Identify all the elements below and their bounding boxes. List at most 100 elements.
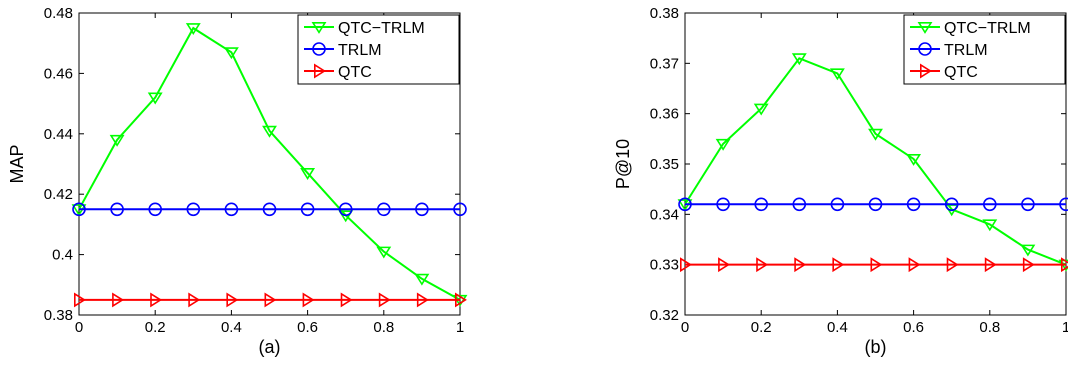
legend-marker bbox=[312, 42, 326, 56]
x-tick-label: 0 bbox=[75, 319, 83, 336]
data-point bbox=[112, 292, 125, 308]
y-tick-label: 0.38 bbox=[650, 5, 679, 22]
legend-marker bbox=[311, 21, 327, 34]
legend-marker bbox=[918, 42, 932, 56]
data-point bbox=[224, 202, 239, 217]
x-tick-label: 0.6 bbox=[903, 319, 924, 336]
legend-marker bbox=[313, 63, 326, 79]
y-tick-label: 0.46 bbox=[44, 65, 73, 82]
data-point bbox=[300, 202, 315, 217]
data-point bbox=[792, 197, 807, 212]
data-point bbox=[906, 153, 922, 166]
x-tick-label: 0.8 bbox=[979, 319, 1000, 336]
y-tick-label: 0.36 bbox=[650, 106, 679, 123]
x-tick-label: 0.4 bbox=[221, 319, 242, 336]
data-point bbox=[906, 197, 921, 212]
data-point bbox=[716, 197, 730, 212]
data-point bbox=[186, 202, 201, 217]
x-tick-label: 0.6 bbox=[297, 319, 318, 336]
data-point bbox=[185, 23, 201, 36]
data-point bbox=[753, 103, 769, 116]
data-point bbox=[1022, 257, 1035, 273]
chart-b: 0 0.2 0.4 0.6 0.8 1 0.32 0.33 0.34 0.35 0.36 0.37 0.… bbox=[613, 5, 1068, 357]
data-point bbox=[982, 197, 997, 212]
y-tick-label: 0.32 bbox=[650, 307, 679, 324]
data-point bbox=[832, 257, 845, 273]
legend: QTC−TRLM TRLM QTC bbox=[297, 14, 460, 85]
data-point bbox=[754, 197, 769, 212]
data-point bbox=[414, 273, 430, 286]
data-point bbox=[679, 257, 692, 273]
data-point bbox=[868, 197, 883, 212]
x-tick-label: 0.2 bbox=[145, 319, 166, 336]
data-point bbox=[944, 197, 959, 212]
data-point bbox=[1061, 257, 1068, 273]
data-point bbox=[415, 202, 429, 217]
chart-caption: (b) bbox=[865, 337, 887, 357]
x-tick-label: 0 bbox=[681, 319, 689, 336]
data-point bbox=[338, 210, 354, 223]
data-point bbox=[868, 128, 883, 141]
legend-label: TRLM bbox=[338, 42, 382, 59]
x-tick-label: 1 bbox=[1062, 319, 1068, 336]
data-point bbox=[147, 92, 163, 105]
y-tick-label: 0.48 bbox=[44, 5, 73, 22]
data-point bbox=[1059, 197, 1068, 212]
legend-label: TRLM bbox=[944, 42, 988, 59]
y-tick-label: 0.38 bbox=[44, 307, 73, 324]
data-point bbox=[829, 68, 845, 81]
x-tick-label: 0.4 bbox=[827, 319, 848, 336]
data-point bbox=[791, 53, 807, 66]
data-point bbox=[262, 125, 277, 138]
data-point bbox=[338, 202, 353, 217]
y-tick-label: 0.4 bbox=[52, 247, 73, 264]
data-point bbox=[454, 292, 467, 308]
data-point bbox=[830, 197, 845, 212]
legend-marker bbox=[917, 21, 933, 34]
data-point bbox=[718, 257, 731, 273]
data-point bbox=[300, 168, 316, 180]
y-tick-label: 0.37 bbox=[650, 55, 679, 72]
data-point bbox=[1021, 197, 1035, 212]
series-line bbox=[78, 26, 461, 301]
data-point bbox=[226, 292, 239, 308]
data-point bbox=[74, 292, 86, 308]
data-point bbox=[982, 219, 998, 232]
chart-a: 0 0.2 0.4 0.6 0.8 1 0.38 0.4 0.42 0.44 0.46 0.48 MAP… bbox=[7, 5, 468, 357]
data-point bbox=[908, 257, 921, 273]
data-point bbox=[376, 202, 391, 217]
legend-label: QTC bbox=[944, 64, 978, 81]
legend-marker bbox=[919, 63, 932, 79]
legend: QTC−TRLM TRLM QTC bbox=[903, 14, 1066, 85]
data-point bbox=[416, 292, 429, 308]
legend-label: QTC−TRLM bbox=[338, 20, 425, 37]
data-point bbox=[376, 246, 392, 259]
data-point bbox=[72, 202, 86, 217]
data-point bbox=[110, 202, 124, 217]
legend-label: QTC−TRLM bbox=[944, 20, 1031, 37]
data-point bbox=[302, 292, 315, 308]
data-point bbox=[678, 197, 692, 212]
x-tick-label: 1 bbox=[456, 319, 464, 336]
data-point bbox=[148, 202, 162, 217]
data-point bbox=[188, 292, 201, 308]
y-axis-title: P@10 bbox=[613, 139, 633, 189]
legend-label: QTC bbox=[338, 64, 372, 81]
y-axis-title: MAP bbox=[7, 144, 27, 183]
y-tick-label: 0.35 bbox=[650, 156, 679, 173]
data-point bbox=[150, 292, 163, 308]
x-tick-label: 0.8 bbox=[373, 319, 394, 336]
y-tick-label: 0.42 bbox=[44, 186, 73, 203]
data-point bbox=[794, 257, 807, 273]
data-point bbox=[1020, 244, 1036, 257]
data-point bbox=[946, 257, 959, 273]
data-point bbox=[984, 257, 997, 273]
x-tick-label: 0.2 bbox=[751, 319, 772, 336]
y-tick-label: 0.44 bbox=[44, 126, 73, 143]
series-line bbox=[684, 57, 1067, 266]
data-point bbox=[756, 257, 769, 273]
chart-caption: (a) bbox=[259, 337, 281, 357]
data-point bbox=[264, 292, 277, 308]
data-point bbox=[378, 292, 391, 308]
